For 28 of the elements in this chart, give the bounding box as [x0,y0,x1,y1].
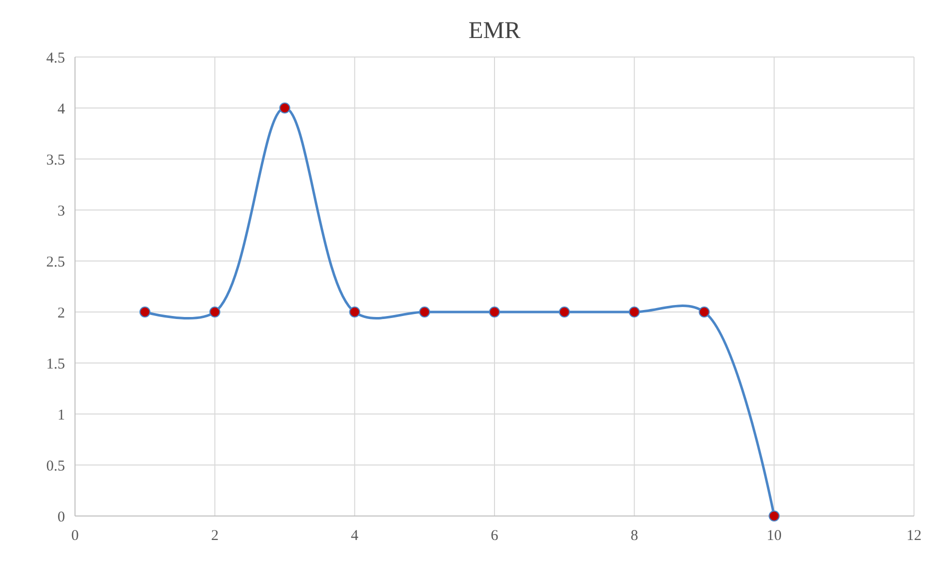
y-tick-label: 1.5 [46,356,65,372]
y-tick-label: 1 [58,407,65,424]
point [349,306,360,318]
y-tick-label: 0.5 [46,458,65,474]
x-tick-label: 4 [350,528,359,544]
x-tick-label: 0 [71,528,79,544]
point [558,306,570,318]
y-tick-label: 2.5 [46,254,65,270]
x-tick-label: 2 [211,528,219,544]
y-tick-label: 4 [58,101,66,118]
point [628,306,640,318]
x-tick-label: 12 [906,528,922,544]
y-tick-label: 2 [58,305,65,322]
x-tick-label: 10 [766,528,782,544]
y-tick-label: 0 [58,509,65,526]
point [419,306,430,318]
point [279,102,290,114]
point [698,306,710,318]
y-tick-label: 4.5 [46,50,65,66]
y-tick-label: 3.5 [46,152,65,168]
y-tick-label: 3 [58,203,65,220]
chart-title: EMR [468,18,521,44]
x-tick-label: 8 [630,528,638,544]
point [768,510,780,522]
x-tick-label: 6 [490,528,499,544]
point [209,306,220,318]
point [489,306,500,318]
point [139,306,150,318]
